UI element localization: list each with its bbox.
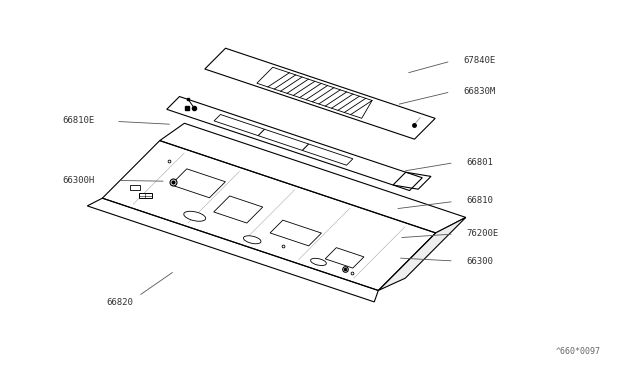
Text: 66810: 66810 [467,196,493,205]
Bar [130,185,140,190]
Polygon shape [171,169,225,198]
Polygon shape [270,220,321,246]
Polygon shape [378,217,466,291]
Text: 66820: 66820 [106,298,133,307]
Text: 67840E: 67840E [463,56,495,65]
Polygon shape [258,129,308,150]
Polygon shape [87,198,378,302]
Text: 66801: 66801 [467,157,493,167]
Text: 66300: 66300 [467,257,493,266]
Polygon shape [214,115,264,136]
Ellipse shape [243,236,261,244]
Text: 66810E: 66810E [62,116,94,125]
Polygon shape [325,248,364,268]
Text: 66830M: 66830M [463,87,495,96]
Polygon shape [160,123,466,233]
Ellipse shape [310,258,326,266]
Ellipse shape [184,211,205,221]
Polygon shape [302,144,353,165]
Text: 66300H: 66300H [62,176,94,185]
Polygon shape [214,196,263,223]
Text: 76200E: 76200E [467,230,499,238]
Bar [139,193,152,199]
Text: ^660*0097: ^660*0097 [556,347,601,356]
